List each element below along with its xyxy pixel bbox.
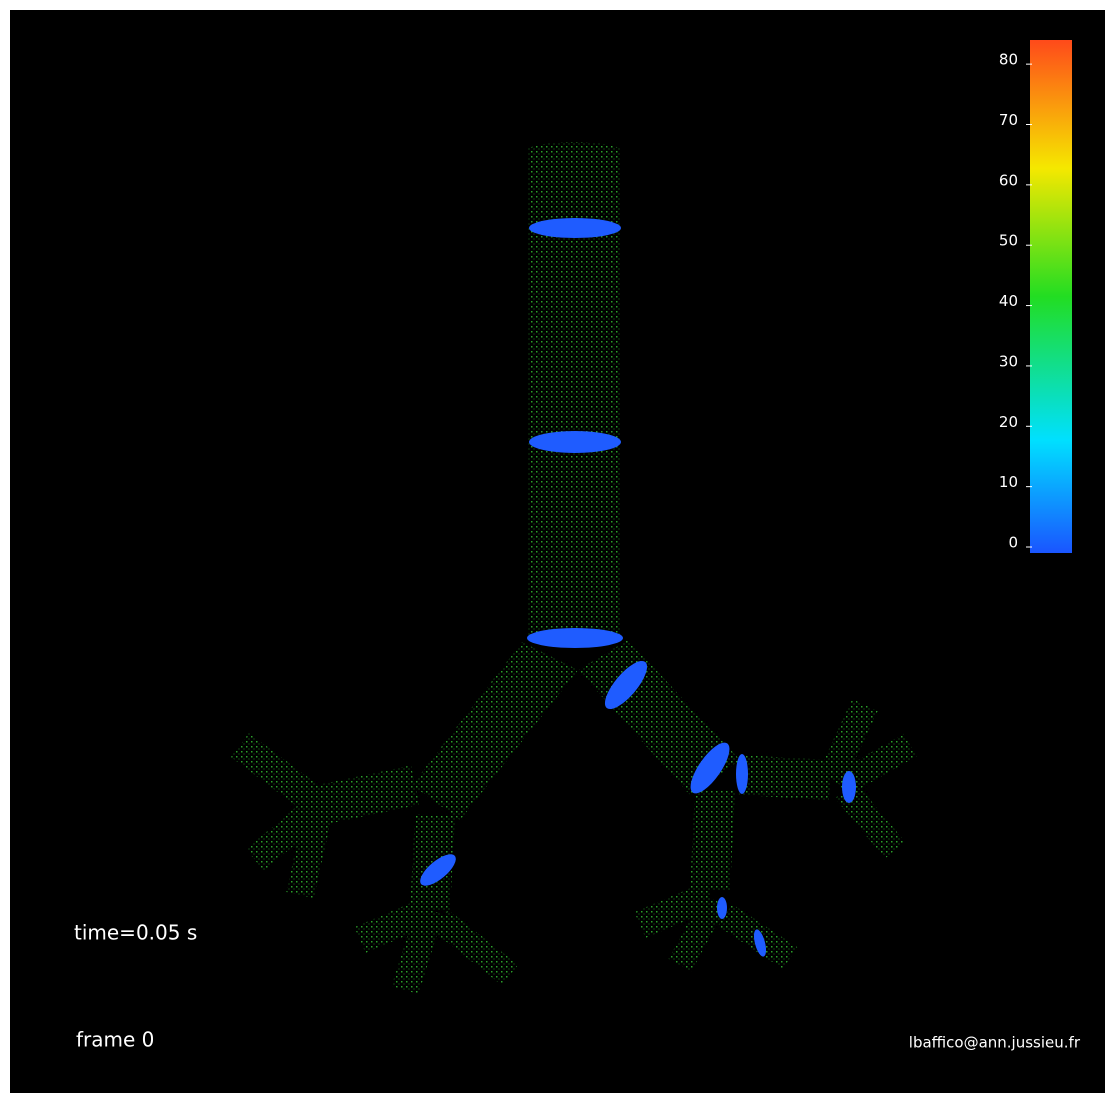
colorbar-tick-label: 10 (999, 473, 1018, 491)
colorbar-tick-label: 50 (999, 232, 1018, 250)
colorbar-tick-label: 80 (999, 51, 1018, 69)
frame-label: frame 0 (76, 1028, 154, 1052)
page: time=0.05 s frame 0 lbaffico@ann.jussieu… (0, 0, 1117, 1103)
colorbar-tick-label: 30 (999, 352, 1018, 370)
colorbar-tick-label: 40 (999, 292, 1018, 310)
colorbar-tick-label: 0 (1008, 534, 1018, 552)
colorbar-tick-label: 70 (999, 111, 1018, 129)
colorbar-tick-label: 60 (999, 171, 1018, 189)
colorbar-tick-label: 20 (999, 413, 1018, 431)
time-label: time=0.05 s (74, 921, 197, 945)
credit: lbaffico@ann.jussieu.fr (909, 1034, 1081, 1052)
colorbar (1030, 40, 1072, 553)
viewer: time=0.05 s frame 0 lbaffico@ann.jussieu… (0, 0, 1117, 1103)
